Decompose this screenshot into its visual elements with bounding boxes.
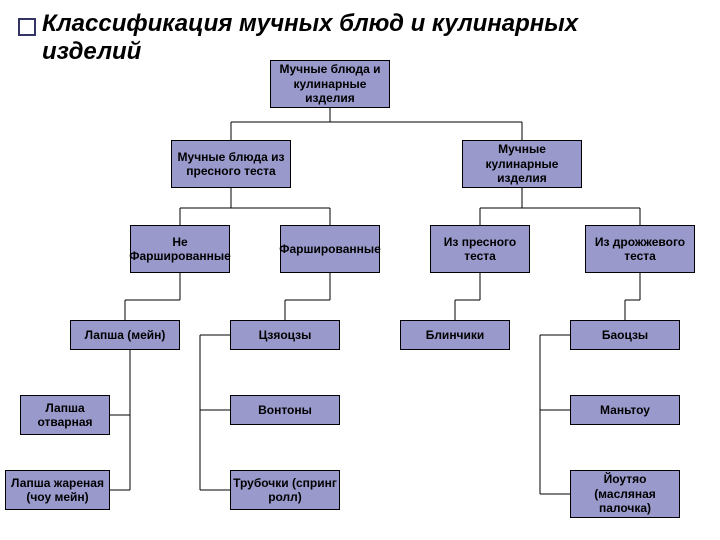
node-l2c: Из пресного теста bbox=[430, 225, 530, 273]
node-r3_d: Йоутяо (масляная палочка) bbox=[570, 470, 680, 518]
node-r2_d: Маньтоу bbox=[570, 395, 680, 425]
title-bullet bbox=[18, 18, 36, 36]
node-l2a: Не Фаршированные bbox=[130, 225, 230, 273]
node-r1_b: Цзяоцзы bbox=[230, 320, 340, 350]
node-r3_a: Лапша жареная (чоу мейн) bbox=[5, 470, 110, 510]
node-root: Мучные блюда и кулинарные изделия bbox=[270, 60, 390, 108]
page-title: Классификация мучных блюд и кулинарных и… bbox=[42, 10, 682, 65]
node-l2b: Фаршированные bbox=[280, 225, 380, 273]
node-r1_d: Баоцзы bbox=[570, 320, 680, 350]
node-r1_c: Блинчики bbox=[400, 320, 510, 350]
node-l2d: Из дрожжевого теста bbox=[585, 225, 695, 273]
node-r1_a: Лапша (мейн) bbox=[70, 320, 180, 350]
node-r2_b: Вонтоны bbox=[230, 395, 340, 425]
node-l1b: Мучные кулинарные изделия bbox=[462, 140, 582, 188]
node-l1a: Мучные блюда из пресного теста bbox=[171, 140, 291, 188]
node-r3_b: Трубочки (спринг ролл) bbox=[230, 470, 340, 510]
node-r2_a: Лапша отварная bbox=[20, 395, 110, 435]
